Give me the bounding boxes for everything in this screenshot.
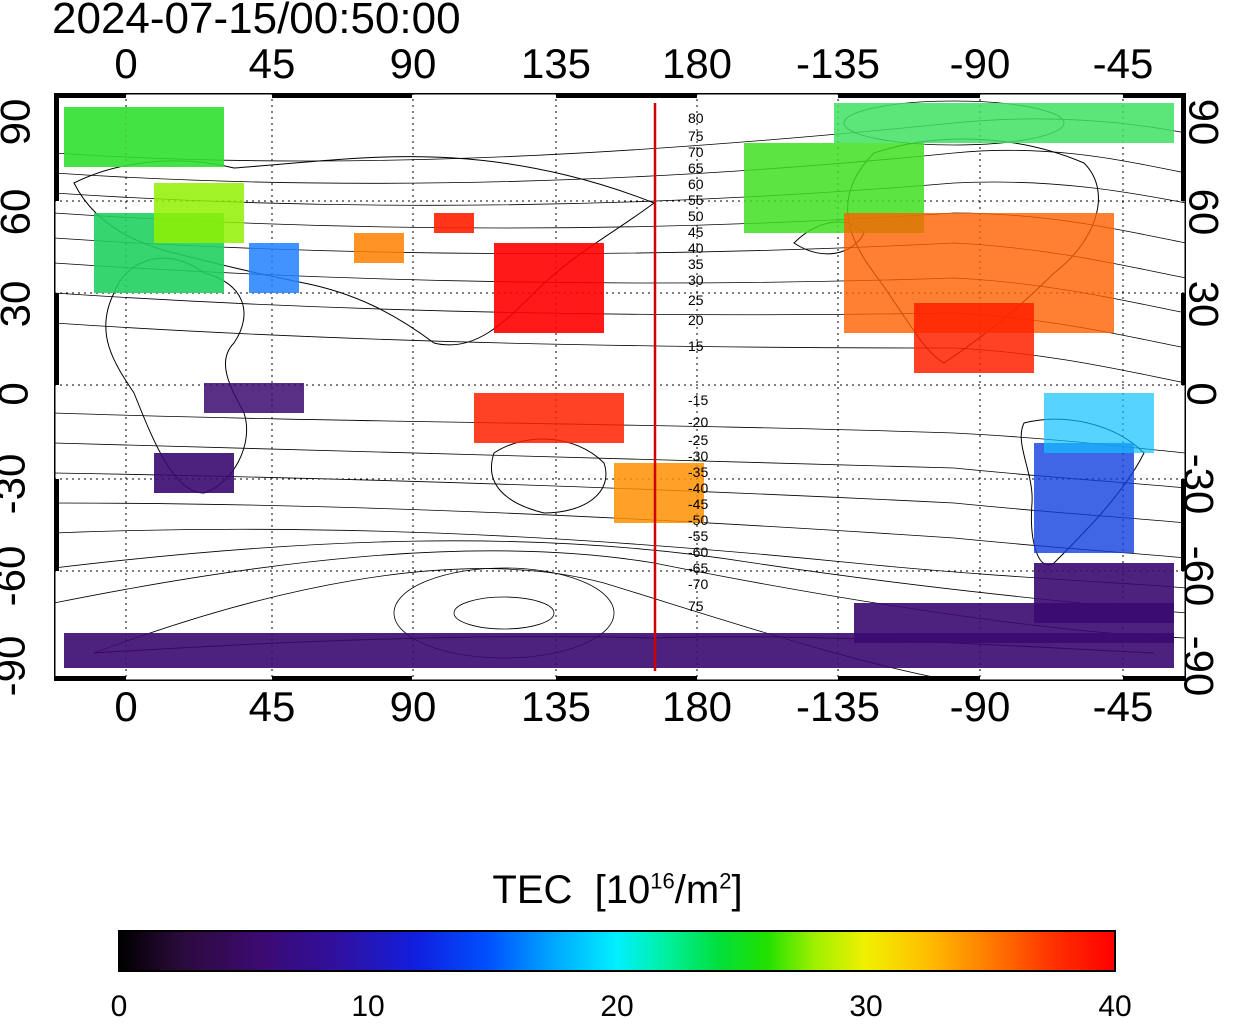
contour-label: 25 [688, 292, 704, 308]
contour-label: -35 [688, 464, 708, 480]
contour-label: 55 [688, 192, 704, 208]
tec-map: 80 75 70 65 60 55 50 45 40 35 30 25 20 1… [54, 93, 1186, 681]
top-lon-label: 180 [661, 40, 733, 87]
colorbar-tick: 20 [600, 990, 634, 1023]
contour-label: 65 [688, 160, 704, 176]
bottom-lon-label: -45 [1092, 683, 1154, 730]
bottom-lon-label: 90 [389, 683, 437, 730]
contour-label: 75 [688, 128, 704, 144]
left-lat-label: 30 [0, 280, 39, 328]
contour-label: 35 [688, 256, 704, 272]
top-lon-label: -90 [949, 40, 1011, 87]
colorbar-unit-end: ] [731, 868, 743, 912]
contour-label: 45 [688, 224, 704, 240]
colorbar-unit-mid: /m [674, 868, 720, 912]
left-lat-label: 90 [0, 98, 39, 146]
tec-data [64, 103, 1174, 668]
contour-labels: 80 75 70 65 60 55 50 45 40 35 30 25 20 1… [688, 110, 708, 614]
colorbar-title-label: TEC [492, 868, 573, 912]
contour-label: -40 [688, 480, 708, 496]
left-lat-label: -30 [0, 453, 34, 515]
colorbar [118, 930, 1116, 972]
right-lat-label: 90 [1180, 98, 1228, 146]
bottom-lon-label: 0 [114, 683, 138, 730]
contour-label: -45 [688, 496, 708, 512]
top-lon-label: 45 [248, 40, 296, 87]
bottom-lon-label: 180 [661, 683, 733, 730]
right-lat-label: 30 [1180, 280, 1228, 328]
contour-label: 40 [688, 240, 704, 256]
contour-label: 50 [688, 208, 704, 224]
top-lon-label: -45 [1092, 40, 1154, 87]
colorbar-unit-exp: 16 [650, 868, 675, 894]
contour-label: -15 [688, 392, 708, 408]
left-lat-label: -60 [0, 545, 34, 607]
left-lat-label: 0 [0, 382, 38, 405]
colorbar-title: TEC [1016/m2] [0, 868, 1235, 913]
colorbar-unit-exp2: 2 [719, 868, 732, 894]
contour-label: 60 [688, 176, 704, 192]
right-lat-label: 60 [1180, 188, 1228, 236]
left-lat-label: 60 [0, 188, 39, 236]
top-lon-label: 135 [520, 40, 592, 87]
colorbar-tick: 10 [351, 990, 385, 1023]
contour-label: 80 [688, 110, 704, 126]
bottom-lon-label: 45 [248, 683, 296, 730]
bottom-lon-label: 135 [520, 683, 592, 730]
contour-label: 15 [688, 338, 704, 354]
bottom-lon-label: -135 [795, 683, 881, 730]
contour-label: -55 [688, 528, 708, 544]
bottom-lon-label: -90 [949, 683, 1011, 730]
contour-label: -50 [688, 512, 708, 528]
contour-label: -70 [688, 576, 708, 592]
contour-label: -20 [688, 414, 708, 430]
colorbar-tick: 30 [849, 990, 883, 1023]
colorbar-tick: 40 [1098, 990, 1132, 1023]
contour-label: -65 [688, 560, 708, 576]
contour-label: -25 [688, 432, 708, 448]
top-lon-label: 0 [114, 40, 138, 87]
contour-label: -60 [688, 544, 708, 560]
colorbar-unit-base: [10 [594, 868, 651, 912]
contour-label: 70 [688, 144, 704, 160]
top-lon-label: 90 [389, 40, 437, 87]
colorbar-tick: 0 [110, 990, 128, 1023]
contour-label: 30 [688, 272, 704, 288]
left-lat-label: -90 [0, 635, 34, 697]
frame-ticks [54, 93, 1186, 681]
timestamp: 2024-07-15/00:50:00 [52, 0, 461, 43]
top-lon-label: -135 [795, 40, 881, 87]
contour-label: -30 [688, 448, 708, 464]
contour-label: 75 [688, 598, 704, 614]
contour-label: 20 [688, 312, 704, 328]
